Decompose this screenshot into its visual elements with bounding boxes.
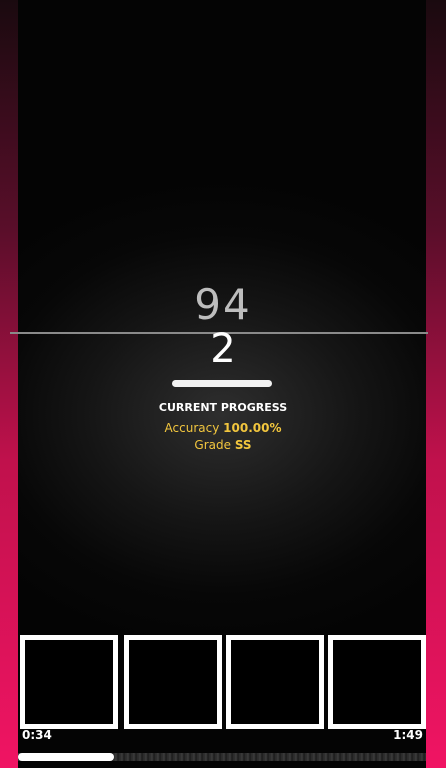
right-edge-glow xyxy=(426,0,446,768)
accuracy-value: 100.00% xyxy=(223,421,282,435)
key-lane-4[interactable] xyxy=(328,635,426,729)
key-lane-1[interactable] xyxy=(20,635,118,729)
accuracy-label: Accuracy xyxy=(164,421,220,435)
judgement-line xyxy=(10,332,428,334)
current-progress-title: CURRENT PROGRESS xyxy=(158,401,288,414)
combo-counter: 2 xyxy=(210,326,236,372)
left-edge-glow xyxy=(0,0,18,768)
grade-row: Grade SS xyxy=(0,438,446,452)
grade-label: Grade xyxy=(194,438,231,452)
key-lane-2[interactable] xyxy=(124,635,222,729)
song-progress-fill xyxy=(18,753,114,761)
grade-value: SS xyxy=(234,438,252,452)
elapsed-time: 0:34 xyxy=(22,728,52,742)
score-counter: 94 xyxy=(194,280,252,329)
song-progress-bar[interactable] xyxy=(18,753,426,761)
accuracy-row: Accuracy 100.00% xyxy=(0,421,446,435)
key-lane-3[interactable] xyxy=(226,635,324,729)
combo-progress-bar xyxy=(172,380,272,387)
key-receptors xyxy=(20,635,426,730)
total-time: 1:49 xyxy=(393,728,423,742)
